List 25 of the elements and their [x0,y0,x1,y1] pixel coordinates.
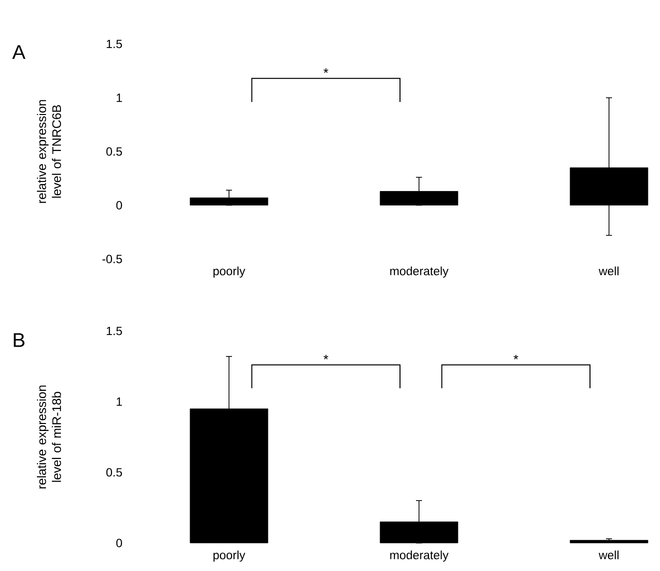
bar [190,198,268,206]
annotation: * [514,354,518,360]
y-tick-label: 1.5 [106,326,122,336]
y-tick-label: 0.5 [106,468,122,477]
x-tick-label: moderately [390,266,449,278]
y-tick-label: 0.5 [106,147,122,156]
x-tick-label: poorly [213,266,246,278]
y-axis-title: relative expression level of TNRC6B [36,100,62,203]
text: B [14,333,24,347]
annotation: * [324,354,328,360]
annotation: * [324,68,328,73]
y-tick-label: 1 [116,398,122,406]
y-axis-title: relative expression level of miR-18b [36,386,62,488]
bar [190,408,268,544]
x-tick-label: well [598,550,618,560]
text: A [12,45,26,59]
y-tick-label: 1 [116,94,122,102]
y-tick-label: 0 [116,538,122,548]
y-tick-label: 1.5 [106,40,122,48]
y-tick-label: 0 [116,201,122,210]
x-tick-label: moderately [390,550,449,562]
bar [570,540,648,544]
x-tick-label: well [598,266,618,276]
x-tick-label: poorly [213,550,246,562]
y-tick-label: -0.5 [102,254,122,264]
